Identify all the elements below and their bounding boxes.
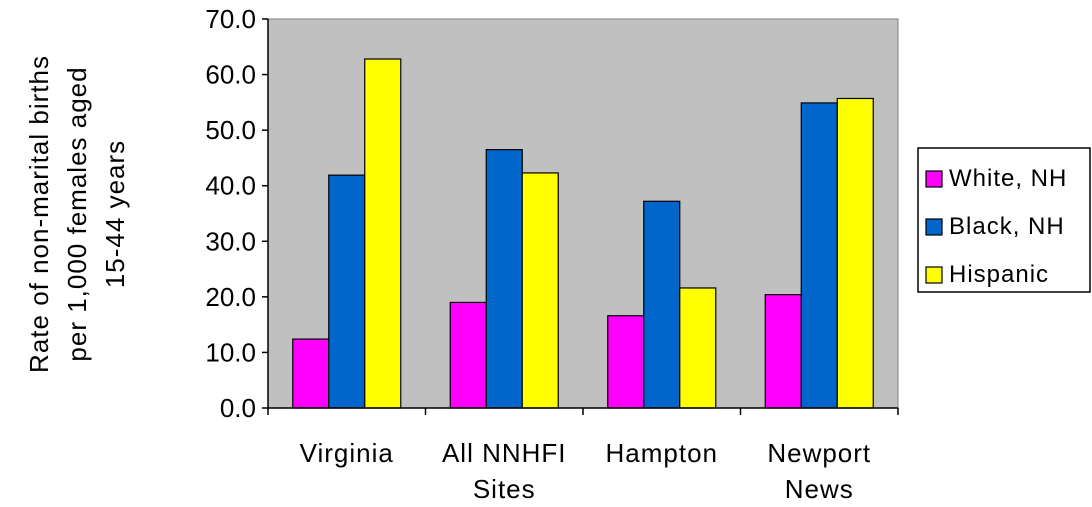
bar-black-nh-1 <box>328 174 366 409</box>
x-category-label: Hampton <box>606 438 719 468</box>
bar-white-nh-4 <box>764 294 802 409</box>
y-tick-label: 0.0 <box>220 393 256 423</box>
legend-label: Black, NH <box>949 213 1065 240</box>
legend-swatch <box>925 170 943 188</box>
legend-swatch <box>925 218 943 236</box>
bar-white-nh-1 <box>292 338 330 409</box>
y-tick-label: 20.0 <box>205 282 256 312</box>
x-category-label: News <box>785 474 854 504</box>
bars-group <box>292 58 874 409</box>
legend-label: Hispanic <box>949 261 1049 288</box>
y-axis-title-line: Rate of non-marital births <box>24 55 54 373</box>
bar-white-nh-3 <box>607 315 645 409</box>
legend-swatch <box>925 266 943 284</box>
legend: White, NH Black, NH Hispanic <box>917 147 1091 293</box>
x-axis-category-labels: Virginia All NNHFI Sites Hampton Newport News <box>300 438 871 504</box>
y-tick-label: 30.0 <box>205 226 256 256</box>
y-axis-title-line: 15-44 years <box>100 140 130 288</box>
x-axis-ticks <box>267 408 899 415</box>
y-axis-ticks: 0.0 10.0 20.0 30.0 40.0 50.0 60.0 70.0 <box>205 4 268 423</box>
bar-black-nh-4 <box>800 102 838 409</box>
y-axis-title-line: per 1,000 females aged <box>62 66 92 361</box>
bar-black-nh-3 <box>643 200 681 409</box>
y-tick-label: 50.0 <box>205 115 256 145</box>
x-category-label: Sites <box>473 474 536 504</box>
bar-hispanic-2 <box>521 172 559 409</box>
bar-hispanic-1 <box>364 58 402 409</box>
y-tick-label: 60.0 <box>205 60 256 90</box>
y-tick-label: 70.0 <box>205 4 256 34</box>
legend-box <box>917 147 1091 293</box>
y-tick-label: 40.0 <box>205 171 256 201</box>
bar-black-nh-2 <box>485 148 523 409</box>
legend-label: White, NH <box>949 165 1067 192</box>
bar-white-nh-2 <box>449 301 487 409</box>
x-category-label: All NNHFI <box>442 438 567 468</box>
x-category-label: Virginia <box>300 438 394 468</box>
bar-hispanic-4 <box>836 97 874 409</box>
bar-hispanic-3 <box>679 287 717 409</box>
y-axis-title: Rate of non-marital births per 1,000 fema… <box>24 55 130 373</box>
y-tick-label: 10.0 <box>205 337 256 367</box>
x-category-label: Newport <box>767 438 871 468</box>
